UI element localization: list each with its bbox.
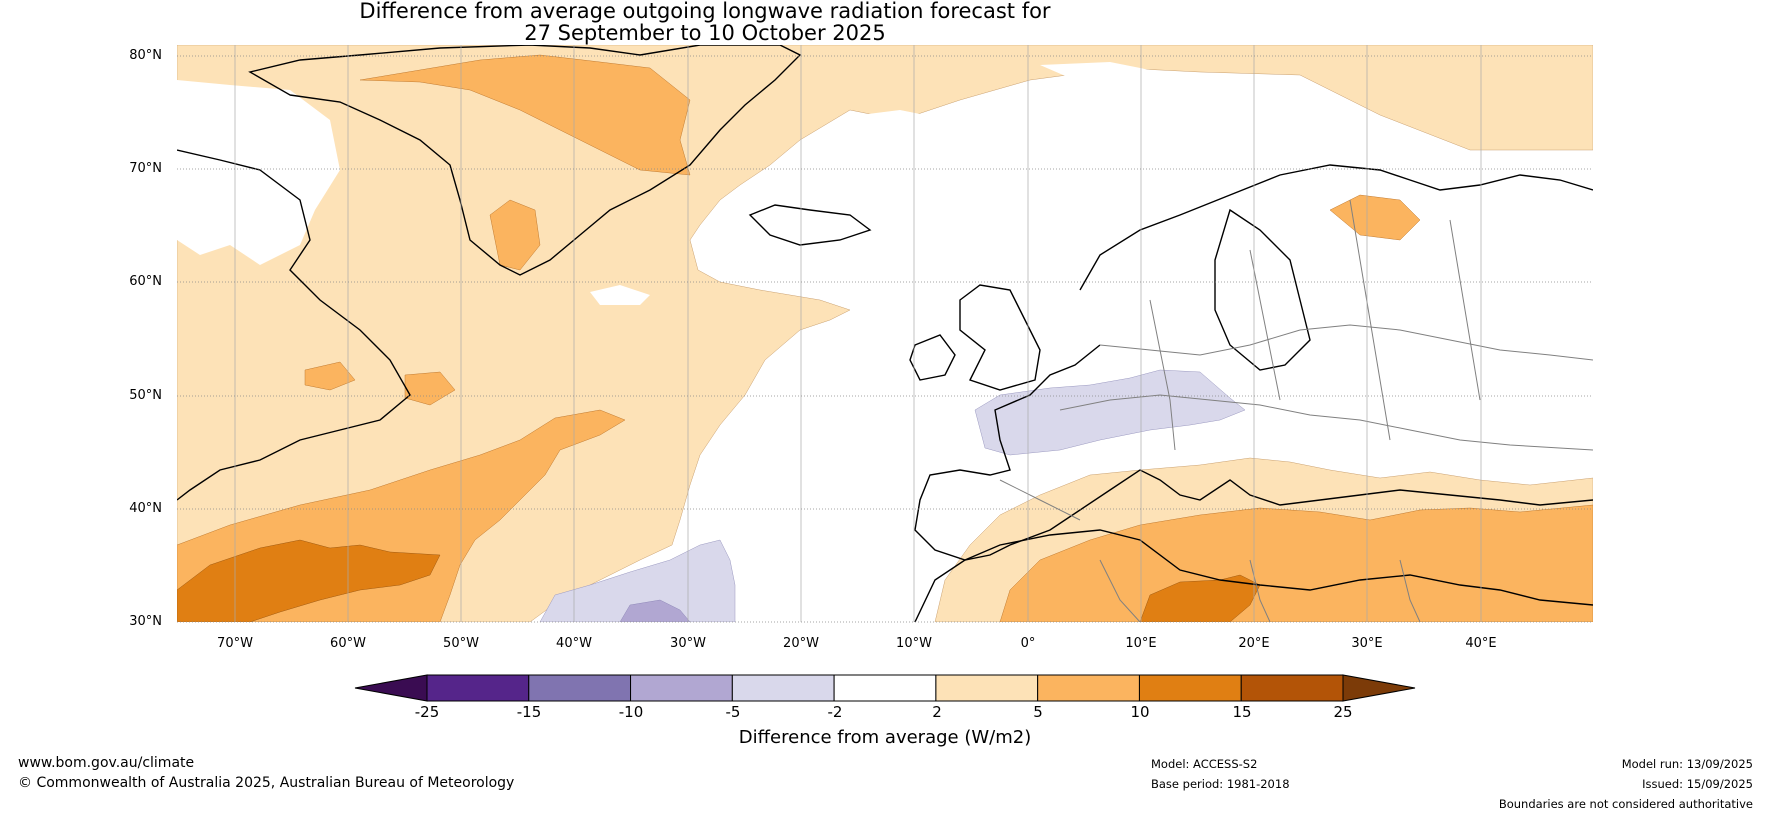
colorbar-tick-25: 25	[1333, 703, 1353, 721]
colorbar-tick-minus-10: -10	[618, 703, 644, 721]
colorbar-tick-minus-5: -5	[725, 703, 741, 721]
lon-label-30e: 30°E	[1351, 636, 1383, 651]
footer-disclaimer: Boundaries are not considered authoritat…	[1498, 797, 1753, 811]
lat-label-50n: 50°N	[129, 388, 162, 403]
colorbar-extension-high	[1342, 674, 1416, 702]
colorbar-segment	[935, 674, 1039, 702]
colorbar-segment	[731, 674, 835, 702]
footer-issued: Issued: 15/09/2025	[1642, 777, 1753, 791]
colorbar-tick-10: 10	[1130, 703, 1150, 721]
colorbar-tick-2: 2	[932, 703, 942, 721]
lat-label-60n: 60°N	[129, 274, 162, 289]
footer-base-period: Base period: 1981-2018	[1151, 777, 1290, 791]
footer-model: Model: ACCESS-S2	[1151, 757, 1258, 771]
coastline-iceland	[748, 204, 872, 246]
lon-label-20w: 20°W	[783, 636, 819, 651]
colorbar-segment	[630, 674, 733, 702]
map-title-line-1: Difference from average outgoing longwav…	[359, 0, 1051, 23]
map-title-line-2: 27 September to 10 October 2025	[524, 21, 886, 45]
coastline-north-africa	[914, 529, 1593, 622]
lat-label-40n: 40°N	[129, 501, 162, 516]
lon-label-50w: 50°W	[443, 636, 479, 651]
lon-label-40e: 40°E	[1465, 636, 1497, 651]
colorbar-segment	[426, 674, 530, 702]
lon-label-40w: 40°W	[556, 636, 592, 651]
footer-model-run: Model run: 13/09/2025	[1621, 757, 1753, 771]
colorbar-tick-minus-2: -2	[827, 703, 843, 721]
lon-label-10e: 10°E	[1125, 636, 1157, 651]
colorbar-tick-minus-25: -25	[414, 703, 440, 721]
lat-label-30n: 30°N	[129, 614, 162, 629]
lon-label-60w: 60°W	[330, 636, 366, 651]
colorbar-segment	[1138, 674, 1242, 702]
coastline-europe-west	[914, 344, 1593, 561]
colorbar-segment	[1240, 674, 1344, 702]
lat-label-70n: 70°N	[129, 161, 162, 176]
lon-label-0: 0°	[1020, 636, 1036, 651]
coastline-canada	[177, 149, 411, 501]
anomaly-region-minus-5-minus-2-atlantic	[539, 539, 736, 622]
lon-label-20e: 20°E	[1238, 636, 1270, 651]
coastline-scandinavia	[1079, 164, 1593, 291]
colorbar-segment	[833, 674, 937, 702]
colorbar-segment	[1037, 674, 1140, 702]
lat-label-80n: 80°N	[129, 48, 162, 63]
outgoing-longwave-radiation-map	[177, 45, 1593, 623]
colorbar-extension-low	[354, 674, 428, 702]
colorbar	[354, 674, 1416, 702]
lon-label-30w: 30°W	[670, 636, 706, 651]
anomaly-region-minus-5-minus-2-europe	[974, 369, 1246, 456]
footer-website: www.bom.gov.au/climate	[18, 755, 195, 771]
coastline-greenland	[248, 45, 802, 276]
lon-label-10w: 10°W	[896, 636, 932, 651]
colorbar-tick-minus-15: -15	[516, 703, 542, 721]
colorbar-tick-15: 15	[1232, 703, 1252, 721]
colorbar-label: Difference from average (W/m2)	[738, 727, 1032, 748]
lon-label-70w: 70°W	[217, 636, 253, 651]
colorbar-segment	[528, 674, 632, 702]
footer-copyright: © Commonwealth of Australia 2025, Austra…	[18, 775, 515, 791]
colorbar-tick-5: 5	[1033, 703, 1043, 721]
anomaly-region-10-15	[177, 539, 441, 622]
coastline-british-isles	[959, 284, 1041, 391]
